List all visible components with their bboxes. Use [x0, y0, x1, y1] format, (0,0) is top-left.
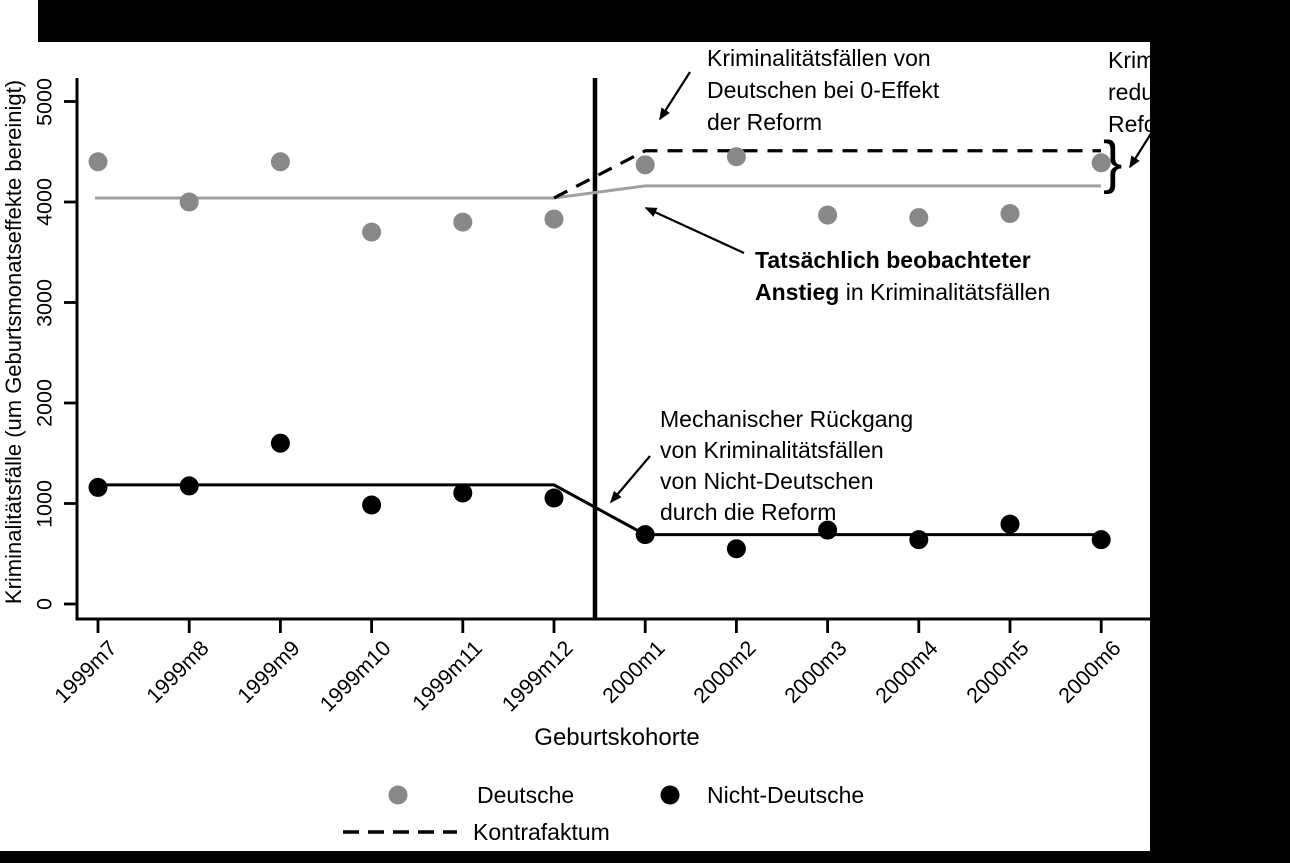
point-deutsche-2000m4 [909, 208, 929, 228]
arrow-observed [644, 207, 745, 254]
annotation-counterfactual-line-1: Kriminalitätsfällen von [707, 45, 931, 71]
annotation-mechanical-line-2: von Kriminalitätsfällen [660, 437, 884, 463]
annotation-mechanical-line-4: durch die Reform [660, 499, 837, 525]
effect-brace: } [1103, 130, 1123, 195]
data-points [88, 147, 1111, 559]
y-tick-label-5000: 5000 [32, 77, 57, 126]
point-deutsche-2000m6 [1091, 153, 1111, 173]
point-deutsche-2000m1 [635, 155, 655, 175]
fit-line-nicht-deutsche [95, 483, 1101, 537]
y-tick-label-3000: 3000 [32, 278, 57, 327]
point-nicht-deutsche-1999m12 [544, 488, 564, 508]
fit-line-deutsche-beobachtet [95, 184, 1101, 200]
legend-markers [343, 785, 680, 834]
annotation-reduction-line-1: Krim [1108, 47, 1156, 73]
point-nicht-deutsche-1999m9 [270, 433, 290, 453]
legend-dot-deutsche [388, 785, 408, 805]
point-deutsche-2000m5 [1000, 204, 1020, 224]
fit-line-kontrafaktum [553, 149, 1101, 200]
annotation-counterfactual-line-2: Deutschen bei 0-Effekt [707, 77, 940, 103]
point-nicht-deutsche-2000m4 [909, 530, 929, 550]
annotation-reduction-clipped: Krim redu Refo [1108, 44, 1157, 140]
point-nicht-deutsche-2000m2 [726, 539, 746, 559]
arrow-reduction [1129, 131, 1153, 169]
point-nicht-deutsche-2000m3 [818, 520, 838, 540]
annotation-mechanical: Mechanischer Rückgang von Kriminalitätsfä… [660, 404, 913, 528]
point-deutsche-1999m11 [453, 212, 473, 232]
y-tick-label-4000: 4000 [32, 178, 57, 226]
annotation-observed-bold: Anstieg [755, 279, 840, 305]
point-nicht-deutsche-1999m11 [453, 483, 473, 503]
annotation-counterfactual-line-3: der Reform [707, 109, 823, 135]
redaction-top-bar [38, 0, 1290, 42]
point-deutsche-2000m3 [818, 205, 838, 225]
y-tick-label-1000: 1000 [32, 479, 57, 528]
axes [64, 78, 1160, 633]
point-deutsche-1999m8 [179, 192, 199, 212]
annotation-mechanical-line-1: Mechanischer Rückgang [660, 406, 914, 432]
annotation-observed-rest: in Kriminalitätsfällen [839, 279, 1051, 305]
legend-label-kontrafaktum: Kontrafaktum [473, 819, 610, 845]
x-axis-title: Geburtskohorte [534, 724, 700, 751]
point-deutsche-1999m9 [270, 152, 290, 172]
point-deutsche-1999m10 [362, 222, 382, 242]
point-deutsche-2000m2 [726, 147, 746, 167]
annotation-reduction-line-3: Refo [1108, 111, 1157, 137]
arrow-mechanical [610, 455, 651, 504]
point-nicht-deutsche-2000m1 [635, 525, 655, 545]
arrow-counterfactual [659, 71, 691, 121]
annotation-observed-line1: Tatsächlich beobachteter [755, 247, 1031, 273]
annotation-reduction-line-2: redu [1108, 79, 1155, 105]
annotation-arrows [610, 71, 1153, 504]
point-deutsche-1999m7 [88, 152, 108, 172]
legend-dot-nicht-deutsche [660, 785, 680, 805]
legend-label-deutsche: Deutsche [477, 782, 575, 808]
point-nicht-deutsche-2000m6 [1091, 530, 1111, 550]
point-nicht-deutsche-2000m5 [1000, 514, 1020, 534]
y-tick-label-2000: 2000 [32, 379, 57, 427]
point-nicht-deutsche-1999m7 [88, 477, 108, 497]
point-nicht-deutsche-1999m8 [179, 476, 199, 496]
point-nicht-deutsche-1999m10 [362, 495, 382, 515]
legend-label-nicht-deutsche: Nicht-Deutsche [707, 782, 865, 808]
point-deutsche-1999m12 [544, 209, 564, 229]
redaction-right-panel [1150, 42, 1290, 863]
annotation-counterfactual: Kriminalitätsfällen von Deutschen bei 0-E… [707, 42, 939, 138]
annotation-observed: Tatsächlich beobachteter Anstieg in Krim… [755, 244, 1050, 308]
annotation-mechanical-line-3: von Nicht-Deutschen [660, 468, 874, 494]
fit-lines [95, 149, 1101, 537]
redaction-bottom-bar [0, 851, 1290, 863]
y-axis-title: Kriminalitätsfälle (um Geburtsmonatseffe… [1, 79, 26, 605]
y-tick-label-0: 0 [32, 598, 57, 610]
